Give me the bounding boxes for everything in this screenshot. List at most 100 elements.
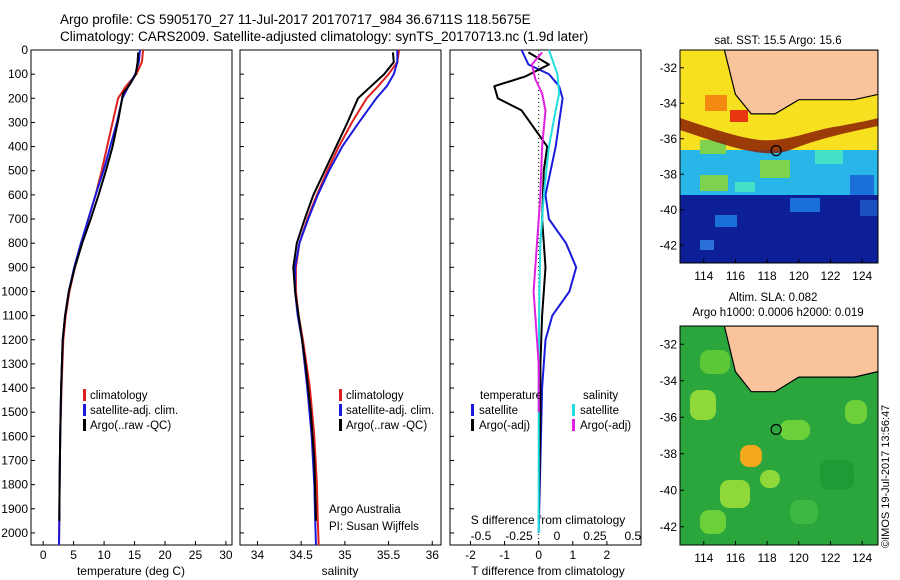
sla-map-title: Altim. SLA: 0.082 — [729, 292, 818, 304]
sla-map-patches — [690, 350, 867, 534]
temperature-ytick-label: 100 — [8, 67, 28, 81]
sst-map-ytick-label: -42 — [660, 238, 678, 252]
temperature-legend-swatch — [83, 419, 86, 431]
sst-map-patch — [700, 240, 714, 250]
temperature-ytick-label: 0 — [21, 43, 28, 57]
salinity-xtick-label: 36 — [426, 548, 440, 562]
temperature-ytick-label: 1800 — [1, 478, 28, 492]
temperature-xtick-label: 0 — [40, 548, 47, 562]
salinity-xtick-label: 35 — [338, 548, 352, 562]
salinity-legend-swatch — [339, 404, 342, 416]
temperature-ytick-label: 1100 — [2, 309, 28, 323]
salinity-legend-swatch — [339, 389, 342, 401]
temperature-ytick-label: 400 — [8, 140, 28, 154]
sst-map-xtick-label: 124 — [852, 269, 872, 283]
sla-map-ytick-label: -42 — [660, 520, 678, 534]
temperature-panel-frame — [30, 49, 233, 546]
sst-map-ytick-label: -36 — [660, 132, 678, 146]
difference-legend-label: satellite — [479, 405, 518, 417]
temperature-ytick-label: 1600 — [1, 429, 28, 443]
sst-map-ytick-label: -38 — [660, 167, 678, 181]
sst-map-patch — [700, 140, 726, 154]
salinity-annotation-line1: Argo Australia — [329, 504, 401, 516]
figure-title-line1: Argo profile: CS 5905170_27 11-Jul-2017 … — [60, 12, 531, 27]
difference-legend-swatch — [471, 419, 474, 431]
temperature-ytick-label: 500 — [8, 164, 28, 178]
sla-map-patch — [740, 445, 762, 467]
difference-legend-swatch — [572, 419, 575, 431]
difference-legend-swatch — [572, 404, 575, 416]
sst-map-title: sat. SST: 15.5 Argo: 15.6 — [714, 35, 841, 47]
salinity-panel-frame — [239, 49, 442, 546]
difference-legend-label: Argo(-adj) — [580, 420, 631, 432]
sla-map-ytick-label: -32 — [660, 337, 678, 351]
difference-xtick-label: 1 — [569, 548, 576, 562]
temperature-xtick-label: 30 — [219, 548, 233, 562]
temperature-ytick-label: 1700 — [1, 453, 28, 467]
temperature-ytick-label: 800 — [8, 236, 28, 250]
difference-top-tick-label: -0.25 — [505, 529, 533, 543]
difference-xtick-label: -2 — [465, 548, 476, 562]
salinity-legend-label: Argo(..raw -QC) — [346, 420, 427, 432]
sla-map-patch — [700, 350, 730, 374]
difference-xtick-label: 0 — [535, 548, 542, 562]
sla-map-ytick-label: -36 — [660, 410, 678, 424]
sla-map-argo-position-marker — [770, 423, 782, 436]
sst-map — [680, 50, 878, 263]
difference-legend-label: satellite — [580, 405, 619, 417]
sla-map-land — [723, 326, 878, 393]
temperature-xtick-label: 5 — [70, 548, 77, 562]
sla-map-ytick-label: -38 — [660, 447, 678, 461]
sla-map-subtitle: Argo h1000: 0.0006 h2000: 0.019 — [692, 307, 863, 319]
sst-map-xtick-label: 114 — [694, 269, 713, 283]
temperature-ytick-label: 1400 — [1, 381, 28, 395]
difference-top-axis-label: S difference from climatology — [471, 513, 626, 527]
difference-top-tick-label: 0 — [554, 529, 561, 543]
difference-legend-label: temperature — [480, 390, 542, 402]
sst-map-patch — [850, 175, 874, 195]
temperature-xtick-label: 25 — [189, 548, 203, 562]
sst-map-patch — [730, 110, 748, 122]
sst-map-patch — [760, 160, 790, 178]
temperature-legend-label: Argo(..raw -QC) — [90, 420, 171, 432]
sst-map-ytick-label: -40 — [660, 203, 678, 217]
sst-map-frame — [679, 49, 879, 264]
sst-map-argo-position-marker — [770, 145, 782, 157]
sla-map-patch — [700, 510, 726, 534]
sst-map-patch — [790, 198, 820, 212]
salinity-legend-label: satellite-adj. clim. — [346, 405, 434, 417]
sla-map-xtick-label: 122 — [820, 551, 840, 565]
salinity-xtick-label: 34 — [251, 548, 265, 562]
sla-map-patch — [790, 500, 818, 524]
temperature-legend-swatch — [83, 389, 86, 401]
sst-map-patches — [700, 95, 878, 250]
difference-series-argo-adj--temperature — [493, 51, 550, 521]
sla-map-patch — [690, 390, 716, 420]
salinity-legend-swatch — [339, 419, 342, 431]
sla-map-xtick-label: 118 — [758, 551, 777, 565]
figure-title-line2: Climatology: CARS2009. Satellite-adjuste… — [60, 29, 589, 44]
difference-top-tick-label: -0.5 — [471, 529, 492, 543]
sst-map-patch — [815, 150, 843, 164]
sla-map-xtick-label: 116 — [726, 551, 745, 565]
difference-xlabel: T difference from climatology — [471, 564, 625, 578]
temperature-legend-label: climatology — [90, 390, 148, 402]
sla-map-xtick-label: 114 — [694, 551, 713, 565]
sst-map-xtick-label: 120 — [789, 269, 809, 283]
salinity-legend-label: climatology — [346, 390, 404, 402]
sla-map-patch — [820, 460, 854, 490]
temperature-xlabel: temperature (deg C) — [77, 564, 185, 578]
sla-map-patch — [760, 470, 780, 488]
sla-map-patch — [780, 420, 810, 440]
sla-map — [680, 326, 878, 545]
temperature-ytick-label: 1300 — [1, 357, 28, 371]
temperature-ytick-label: 1900 — [1, 502, 28, 516]
temperature-xtick-label: 15 — [128, 548, 142, 562]
sla-map-ytick-label: -34 — [660, 374, 678, 388]
sla-map-patch — [845, 400, 867, 424]
temperature-ytick-label: 700 — [8, 212, 28, 226]
difference-xtick-label: -1 — [499, 548, 510, 562]
temperature-xtick-label: 20 — [158, 548, 172, 562]
sst-map-ocean-south — [680, 195, 878, 263]
difference-legend-swatch — [471, 404, 474, 416]
